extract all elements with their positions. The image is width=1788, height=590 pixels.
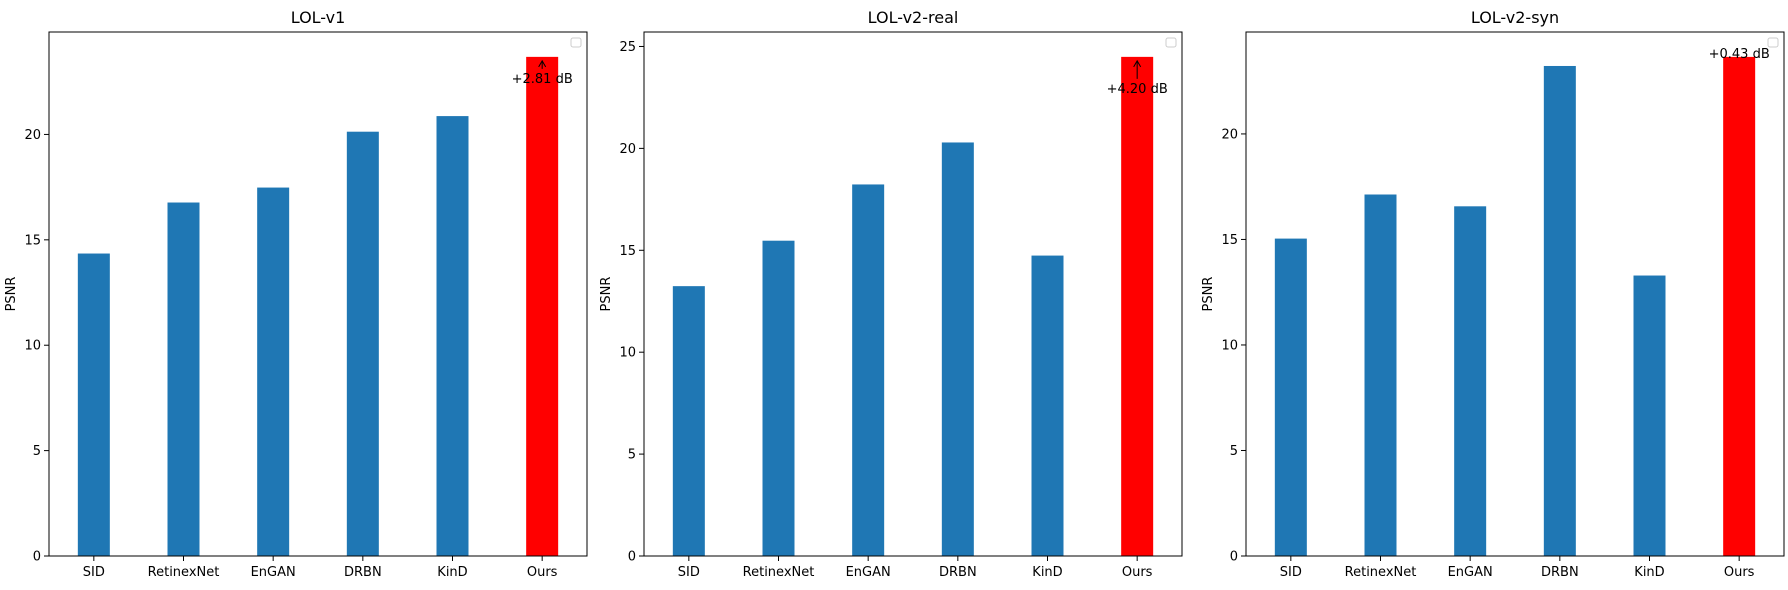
chart-panel-2: SID RetinexNet EnGAN DRBN KinD Ours 0 5 10 15 20 25… bbox=[599, 8, 1183, 580]
bar-retinexnet bbox=[167, 202, 200, 556]
x-tick-label: KinD bbox=[437, 565, 467, 580]
bar-kind bbox=[1031, 255, 1064, 556]
y-tick-label: 10 bbox=[619, 346, 636, 361]
x-tick-label: DRBN bbox=[1541, 565, 1579, 580]
plot-frame bbox=[643, 31, 1183, 557]
y-tick-label: 5 bbox=[33, 444, 41, 459]
y-tick-label: 0 bbox=[33, 550, 41, 565]
y-tick-label: 15 bbox=[1221, 233, 1238, 248]
x-tick-label: EnGAN bbox=[251, 565, 296, 580]
annotation-label: +0.43 dB bbox=[1709, 47, 1770, 62]
x-tick-label: DRBN bbox=[344, 565, 382, 580]
annotation-label: +2.81 dB bbox=[512, 72, 573, 87]
bar-sid bbox=[1274, 238, 1307, 556]
chart-title: LOL-v2-real bbox=[868, 8, 959, 27]
bar-retinexnet bbox=[1364, 194, 1397, 556]
bar-kind bbox=[436, 116, 469, 556]
legend-box bbox=[570, 37, 582, 48]
bar-drbn bbox=[346, 131, 379, 556]
bar-engan bbox=[257, 187, 290, 556]
bar-engan bbox=[1454, 206, 1487, 556]
legend-box bbox=[1767, 37, 1779, 48]
x-tick-label: SID bbox=[83, 565, 105, 580]
x-tick-label: Ours bbox=[1724, 565, 1755, 580]
bar-ours bbox=[1121, 56, 1154, 557]
bar-drbn bbox=[941, 142, 974, 556]
y-tick-label: 0 bbox=[628, 550, 636, 565]
y-tick-label: 20 bbox=[619, 142, 636, 157]
bar-sid bbox=[672, 286, 705, 556]
x-tick-label: RetinexNet bbox=[743, 565, 815, 580]
legend-box bbox=[1165, 37, 1177, 48]
bar-engan bbox=[852, 184, 885, 556]
y-tick-label: 10 bbox=[24, 339, 41, 354]
chart-panel-1: SID RetinexNet EnGAN DRBN KinD Ours 0 5 10 15 20 LO… bbox=[4, 8, 588, 580]
y-axis-label: PSNR bbox=[4, 277, 19, 312]
x-tick-label: RetinexNet bbox=[148, 565, 220, 580]
annotation-arrow-head bbox=[538, 59, 547, 68]
x-tick-label: SID bbox=[678, 565, 700, 580]
plot-frame bbox=[1245, 31, 1785, 557]
x-tick-label: Ours bbox=[527, 565, 558, 580]
y-tick-label: 0 bbox=[1230, 550, 1238, 565]
y-axis-label: PSNR bbox=[1201, 277, 1216, 312]
chart-title: LOL-v2-syn bbox=[1471, 8, 1559, 27]
bar-retinexnet bbox=[762, 240, 795, 556]
annotation-label: +4.20 dB bbox=[1107, 82, 1168, 97]
x-tick-label: KinD bbox=[1634, 565, 1664, 580]
x-tick-label: RetinexNet bbox=[1345, 565, 1417, 580]
plot-frame bbox=[48, 31, 588, 557]
bar-sid bbox=[77, 253, 110, 556]
x-tick-label: Ours bbox=[1122, 565, 1153, 580]
bar-kind bbox=[1633, 275, 1666, 556]
y-tick-label: 20 bbox=[24, 128, 41, 143]
y-tick-label: 5 bbox=[628, 448, 636, 463]
y-tick-label: 5 bbox=[1230, 444, 1238, 459]
annotation-arrow-head bbox=[1133, 59, 1142, 68]
y-axis-label: PSNR bbox=[599, 277, 614, 312]
x-tick-label: SID bbox=[1280, 565, 1302, 580]
x-tick-label: EnGAN bbox=[1448, 565, 1493, 580]
y-tick-label: 20 bbox=[1221, 127, 1238, 142]
chart-panel-3: SID RetinexNet EnGAN DRBN KinD Ours 0 5 10 15 20 LO… bbox=[1201, 8, 1785, 580]
chart-title: LOL-v1 bbox=[291, 8, 346, 27]
x-tick-label: DRBN bbox=[939, 565, 977, 580]
x-tick-label: EnGAN bbox=[846, 565, 891, 580]
y-tick-label: 15 bbox=[24, 233, 41, 248]
bar-ours bbox=[526, 56, 559, 557]
y-tick-label: 10 bbox=[1221, 338, 1238, 353]
y-tick-label: 15 bbox=[619, 244, 636, 259]
bar-drbn bbox=[1543, 65, 1576, 556]
x-tick-label: KinD bbox=[1032, 565, 1062, 580]
y-tick-label: 25 bbox=[619, 40, 636, 55]
bar-ours bbox=[1723, 56, 1756, 557]
